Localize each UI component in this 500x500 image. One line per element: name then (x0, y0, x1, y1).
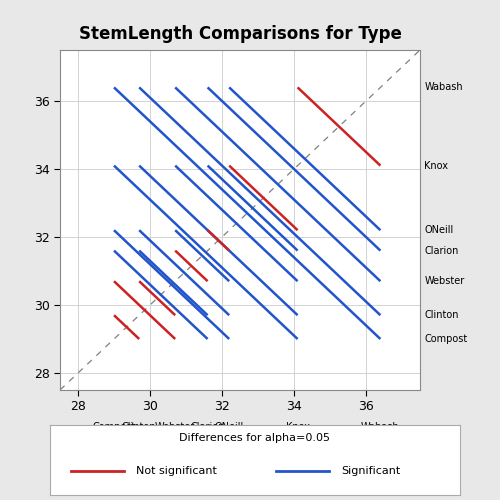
Text: Clinton: Clinton (122, 422, 156, 432)
Text: Knox: Knox (424, 160, 448, 170)
Text: Wabash: Wabash (424, 82, 463, 92)
Text: Knox: Knox (286, 422, 310, 432)
Text: Significant: Significant (341, 466, 400, 475)
Text: Differences for alpha=0.05: Differences for alpha=0.05 (180, 432, 330, 442)
Text: Compost: Compost (424, 334, 468, 344)
Text: Clinton: Clinton (424, 310, 459, 320)
Text: Webster: Webster (424, 276, 465, 286)
Text: Clarion: Clarion (424, 246, 458, 256)
Text: Wabash: Wabash (361, 422, 400, 432)
Text: Clarion: Clarion (190, 422, 225, 432)
Text: ONeill: ONeill (424, 225, 454, 235)
Text: Not significant: Not significant (136, 466, 217, 475)
Text: ONeill: ONeill (214, 422, 244, 432)
Text: Compost: Compost (92, 422, 136, 432)
Title: StemLength Comparisons for Type: StemLength Comparisons for Type (78, 25, 402, 43)
Text: Webster: Webster (155, 422, 196, 432)
